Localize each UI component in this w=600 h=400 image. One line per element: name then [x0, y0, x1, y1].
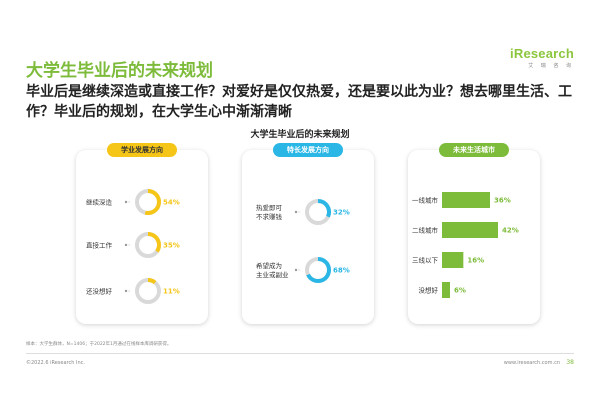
website: www.iresearch.com.cn [503, 360, 560, 366]
footer-divider [26, 353, 574, 354]
panel-header-study: 学业发展方向 [107, 143, 177, 157]
page-subtitle: 毕业后是继续深造或直接工作？对爱好是仅仅热爱，还是要以此为业？想去哪里生活、工作… [26, 84, 572, 120]
category-label: 继续深造 [86, 198, 113, 207]
category-label: 三线以下 [412, 256, 439, 265]
category-label: 一线城市 [412, 196, 439, 205]
category-label: 没想好 [419, 286, 439, 295]
value-label: 68% [333, 267, 350, 275]
donut-arc [144, 189, 161, 215]
panel-talent-direction: 特长发展方向 热爱即可 不求赚钱 32% 希望成为 主业或副业 68% [242, 143, 374, 324]
chart-title: 大学生毕业后的未来规划 [250, 130, 350, 140]
donut-arc [147, 232, 161, 253]
value-label: 54% [163, 199, 180, 207]
future-city-chart: 一线城市 36% 二线城市 42% 三线以下 16% 没想好 6% [412, 192, 519, 298]
category-label: 希望成为 [256, 261, 282, 270]
category-label: 直接工作 [86, 241, 113, 250]
value-label: 11% [163, 288, 180, 296]
donut-arc [147, 278, 157, 285]
panel-study-direction: 学业发展方向 继续深造 54% 直接工作 35% 还没想好 11% [76, 143, 208, 324]
leader-dot [294, 210, 298, 214]
value-label: 6% [454, 287, 466, 295]
logo-brand: iResearch [510, 46, 574, 61]
value-label: 35% [163, 242, 180, 250]
category-label: 还没想好 [86, 287, 113, 296]
page-title: 大学生毕业后的未来规划 [26, 61, 213, 81]
donut-arc [306, 257, 331, 283]
bar [442, 222, 498, 238]
brand-logo: iResearch 艾 瑞 咨 询 [510, 46, 574, 69]
category-label: 主业或副业 [256, 270, 289, 279]
donut-track [135, 278, 161, 304]
value-label: 32% [333, 209, 350, 217]
leader-dot [294, 268, 298, 272]
panel-header-city: 未来生活城市 [439, 143, 509, 157]
copyright: ©2022.6 iResearch Inc. [26, 360, 85, 366]
panel-future-city: 未来生活城市 一线城市 36% 二线城市 42% 三线以下 16% 没想好 6% [408, 143, 540, 324]
value-label: 16% [467, 257, 484, 265]
panel-header-talent: 特长发展方向 [273, 143, 343, 157]
logo-sub: 艾 瑞 咨 询 [528, 63, 574, 69]
category-label: 热爱即可 [256, 203, 283, 212]
footnote: 样本：大学生群体，N=1406；于2022年1月通过在线样本库调研获得。 [26, 342, 172, 347]
bar [442, 282, 450, 298]
value-label: 36% [494, 197, 511, 205]
leader-dot [124, 200, 128, 204]
bar [442, 192, 490, 208]
study-direction-chart: 继续深造 54% 直接工作 35% 还没想好 11% [86, 189, 180, 304]
leader-dot [124, 243, 128, 247]
leader-dot [124, 289, 128, 293]
category-label: 二线城市 [412, 226, 439, 235]
bar [442, 252, 464, 268]
category-label: 不求赚钱 [256, 212, 283, 221]
value-label: 42% [502, 227, 519, 235]
page-number: 38 [566, 359, 574, 366]
donut-arc [317, 199, 331, 218]
